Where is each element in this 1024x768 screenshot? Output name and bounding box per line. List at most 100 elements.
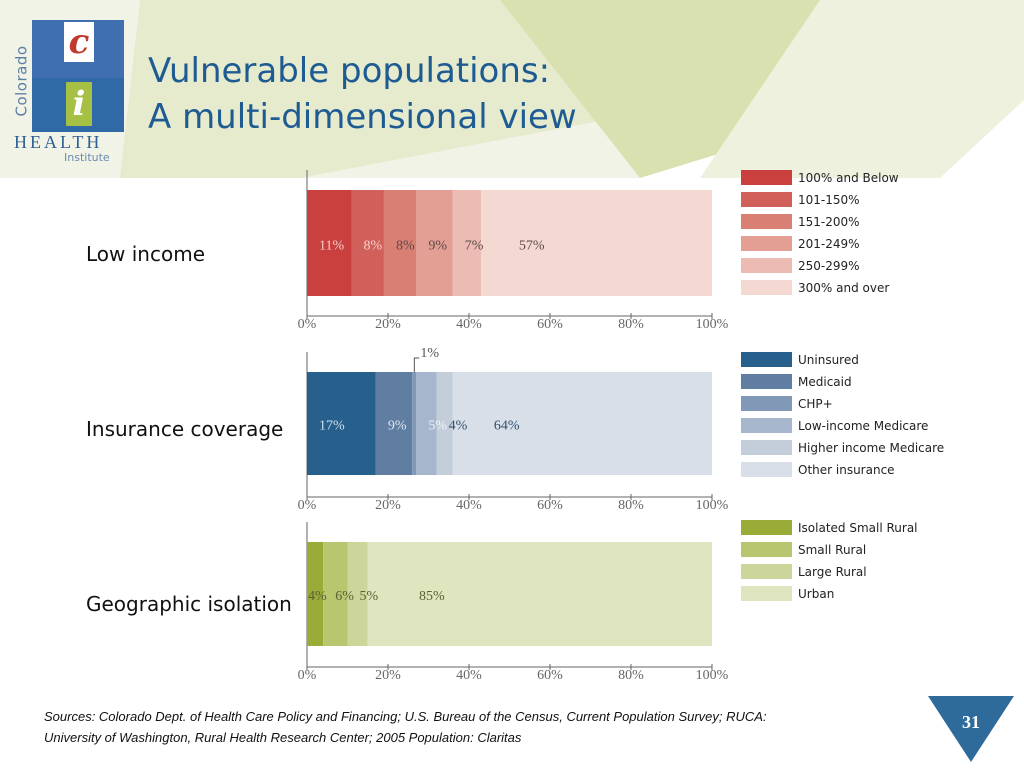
bar-data-label: 9% bbox=[428, 238, 447, 253]
legend-label: 100% and Below bbox=[798, 171, 899, 185]
row-label-insurance-coverage: Insurance coverage bbox=[86, 417, 284, 441]
bar-data-label: 5% bbox=[428, 419, 447, 434]
x-tick-label: 20% bbox=[375, 498, 401, 513]
legend-label: Higher income Medicare bbox=[798, 441, 944, 455]
bar-segment bbox=[481, 190, 712, 296]
legend-swatch bbox=[741, 564, 792, 579]
annotation-label: 1% bbox=[420, 346, 439, 361]
bar-segment bbox=[383, 190, 417, 296]
bar-segment bbox=[351, 190, 384, 296]
legend-swatch bbox=[741, 236, 792, 251]
logo-c-block: c bbox=[32, 20, 124, 78]
bar-data-label: 5% bbox=[360, 589, 379, 604]
bar-data-label: 85% bbox=[419, 589, 445, 604]
legend-swatch bbox=[741, 396, 792, 411]
x-tick-label: 100% bbox=[696, 668, 729, 683]
bar-segment bbox=[367, 542, 712, 646]
row-label-low-income: Low income bbox=[86, 242, 205, 266]
bar-data-label: 6% bbox=[335, 589, 354, 604]
x-tick-label: 40% bbox=[456, 498, 482, 513]
legend-swatch bbox=[741, 462, 792, 477]
x-tick-label: 80% bbox=[618, 498, 644, 513]
page-number-badge bbox=[928, 696, 1014, 762]
legend-label: Low-income Medicare bbox=[798, 419, 928, 433]
header-background-decoration bbox=[0, 0, 1024, 178]
legend-swatch bbox=[741, 170, 792, 185]
bar-data-label: 57% bbox=[519, 238, 545, 253]
x-tick-label: 60% bbox=[537, 668, 563, 683]
colorado-health-institute-logo: Colorado c i HEALTH Institute bbox=[8, 20, 132, 164]
bar-data-label: 4% bbox=[308, 589, 327, 604]
legend-label: Large Rural bbox=[798, 565, 867, 579]
legend-swatch bbox=[741, 214, 792, 229]
legend-swatch bbox=[741, 586, 792, 601]
legend-swatch bbox=[741, 542, 792, 557]
x-tick-label: 60% bbox=[537, 317, 563, 332]
bar-data-label: 9% bbox=[388, 419, 407, 434]
bar-segment bbox=[375, 372, 413, 475]
legend-swatch bbox=[741, 374, 792, 389]
sources-line-1: Sources: Colorado Dept. of Health Care P… bbox=[44, 709, 767, 724]
legend-label: Urban bbox=[798, 587, 834, 601]
sources-note: Sources: Colorado Dept. of Health Care P… bbox=[44, 706, 864, 748]
legend-label: Medicaid bbox=[798, 375, 852, 389]
legend-label: Other insurance bbox=[798, 463, 895, 477]
x-tick-label: 0% bbox=[298, 317, 317, 332]
bar-data-label: 64% bbox=[494, 419, 520, 434]
bar-segment bbox=[307, 542, 324, 646]
legend-swatch bbox=[741, 258, 792, 273]
legend-label: 201-249% bbox=[798, 237, 860, 251]
legend-label: 101-150% bbox=[798, 193, 860, 207]
annotation-leader-line bbox=[413, 357, 420, 372]
stacked-bar-charts: 0% 20% 40% 60% 80% 100% 11% 8% 8% 9% 7% 57% 100% and… bbox=[298, 170, 944, 683]
bar-segment bbox=[307, 190, 352, 296]
sources-line-2: University of Washington, Rural Health R… bbox=[44, 730, 522, 745]
x-tick-label: 60% bbox=[537, 498, 563, 513]
bar-segment bbox=[412, 372, 417, 475]
x-tick-label: 100% bbox=[696, 317, 729, 332]
bar-data-label: 7% bbox=[465, 238, 484, 253]
legend-label: Uninsured bbox=[798, 353, 859, 367]
page-number: 31 bbox=[962, 712, 980, 732]
x-tick-label: 20% bbox=[375, 668, 401, 683]
legend-swatch bbox=[741, 440, 792, 455]
bar-segment bbox=[436, 372, 453, 475]
logo-i-block: i bbox=[32, 78, 124, 132]
bar-segment bbox=[452, 190, 482, 296]
x-tick-label: 80% bbox=[618, 317, 644, 332]
x-tick-label: 40% bbox=[456, 668, 482, 683]
bar-segment bbox=[416, 190, 453, 296]
legend-label: Small Rural bbox=[798, 543, 866, 557]
bar-data-label: 17% bbox=[319, 419, 345, 434]
bar-data-label: 8% bbox=[396, 238, 415, 253]
x-tick-label: 0% bbox=[298, 498, 317, 513]
bar-segment bbox=[323, 542, 348, 646]
legend-swatch bbox=[741, 280, 792, 295]
logo-institute-text: Institute bbox=[64, 151, 110, 164]
legend-label: Isolated Small Rural bbox=[798, 521, 918, 535]
logo-letter-c: c bbox=[64, 22, 94, 62]
bar-segment bbox=[307, 372, 376, 475]
page-title: Vulnerable populations: A multi-dimensio… bbox=[148, 48, 577, 140]
title-line-2: A multi-dimensional view bbox=[148, 97, 577, 137]
legend-label: CHP+ bbox=[798, 397, 833, 411]
legend-label: 250-299% bbox=[798, 259, 860, 273]
x-tick-label: 100% bbox=[696, 498, 729, 513]
x-tick-label: 40% bbox=[456, 317, 482, 332]
bar-data-label: 11% bbox=[319, 238, 344, 253]
bar-segment bbox=[347, 542, 368, 646]
row-label-geographic-isolation: Geographic isolation bbox=[86, 592, 292, 616]
bar-segment bbox=[416, 372, 437, 475]
bar-segment bbox=[452, 372, 712, 475]
x-tick-label: 80% bbox=[618, 668, 644, 683]
logo-health-text: HEALTH bbox=[14, 132, 103, 152]
legend-swatch bbox=[741, 520, 792, 535]
legend-swatch bbox=[741, 192, 792, 207]
bar-data-label: 8% bbox=[364, 238, 383, 253]
legend-label: 300% and over bbox=[798, 281, 889, 295]
logo-letter-i: i bbox=[66, 82, 92, 126]
x-tick-label: 20% bbox=[375, 317, 401, 332]
title-line-1: Vulnerable populations: bbox=[148, 51, 551, 91]
bar-data-label: 4% bbox=[449, 419, 468, 434]
legend-swatch bbox=[741, 352, 792, 367]
